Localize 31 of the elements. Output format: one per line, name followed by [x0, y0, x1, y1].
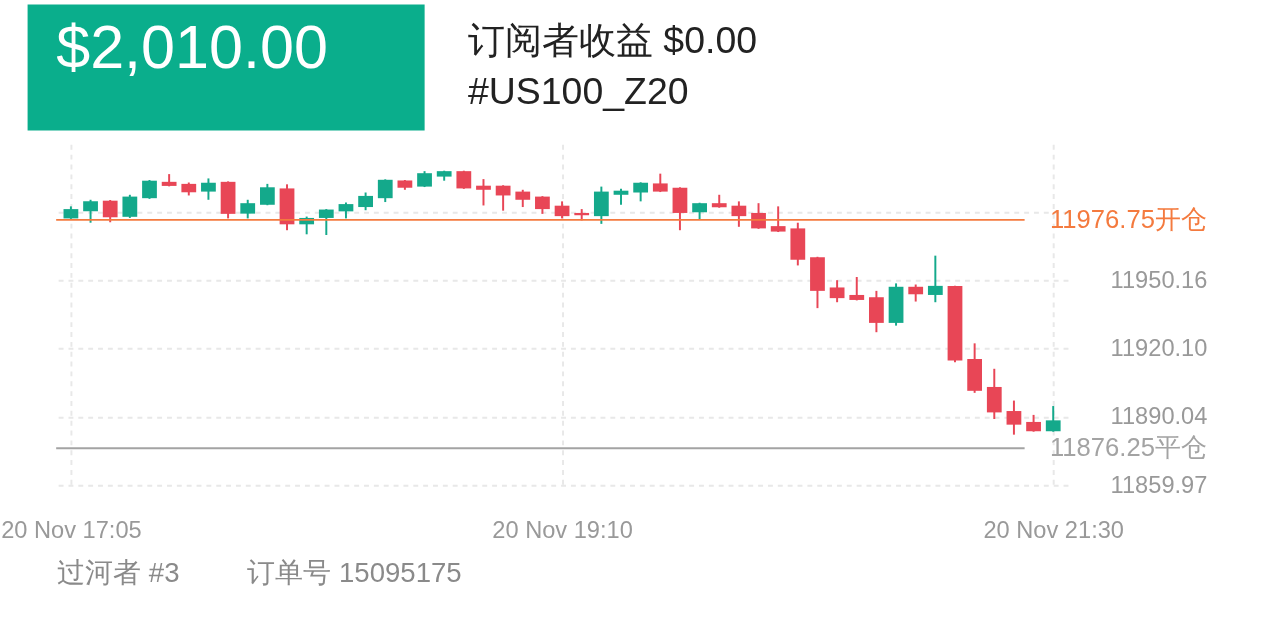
- x-tick-label: 20 Nov 19:10: [492, 516, 633, 543]
- text: #US100_Z20: [467, 69, 689, 112]
- candlestick: [731, 200, 747, 228]
- candlestick: [142, 179, 157, 200]
- y-tick-label: 11950.16: [1110, 266, 1208, 293]
- x-tick-label: 20 Nov 21:30: [983, 516, 1124, 543]
- candlestick: [829, 279, 845, 304]
- candlestick: [927, 254, 943, 304]
- candlestick: [201, 177, 216, 201]
- candlestick: [770, 205, 786, 234]
- ref-line-label: 11976.75开仓: [1049, 204, 1207, 233]
- candlestick: [377, 178, 393, 204]
- candlestick: [476, 178, 491, 207]
- candlestick: [240, 198, 256, 220]
- candlestick: [495, 184, 511, 212]
- text: 订阅者收益 $0.00: [467, 18, 758, 61]
- text: 过河者 #3: [57, 556, 180, 588]
- candlestick: [102, 199, 118, 224]
- y-tick-label: 11859.97: [1110, 471, 1208, 498]
- x-tick-label: 20 Nov 17:05: [1, 516, 142, 543]
- text: 订单号 15095175: [247, 556, 462, 588]
- y-tick-label: 11920.10: [1110, 334, 1208, 361]
- text: $2,010.00: [56, 13, 328, 82]
- candlestick: [122, 193, 138, 219]
- candlestick: [633, 181, 649, 203]
- y-tick-label: 11890.04: [1110, 403, 1208, 430]
- ref-line-label: 11876.25平仓: [1049, 433, 1207, 462]
- candlestick: [318, 208, 334, 236]
- candlestick: [1006, 399, 1022, 436]
- candlestick: [83, 198, 98, 224]
- candlestick: [1045, 405, 1061, 433]
